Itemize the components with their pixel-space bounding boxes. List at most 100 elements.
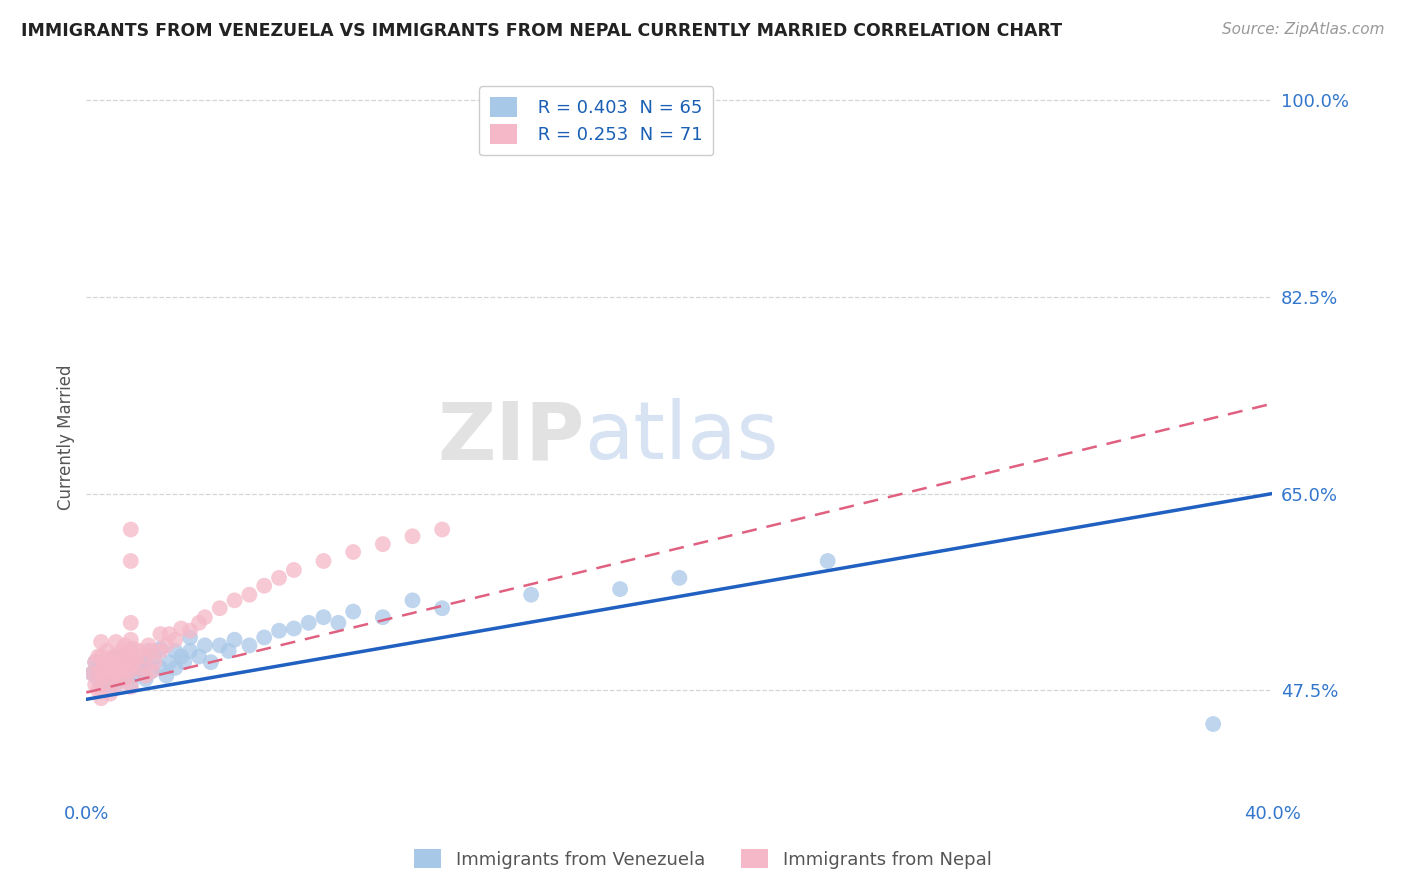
Point	[135, 669, 157, 683]
Point	[128, 655, 150, 669]
Point	[135, 649, 157, 664]
Point	[104, 661, 127, 675]
Point	[165, 632, 187, 647]
Point	[98, 687, 121, 701]
Point	[342, 545, 364, 559]
Point	[101, 666, 124, 681]
Point	[90, 649, 112, 664]
Point	[165, 661, 187, 675]
Point	[125, 649, 148, 664]
Point	[312, 610, 335, 624]
Point	[114, 661, 136, 675]
Point	[208, 638, 231, 652]
Point	[120, 649, 142, 664]
Point	[96, 661, 118, 675]
Point	[135, 655, 157, 669]
Point	[104, 649, 127, 664]
Point	[149, 627, 172, 641]
Point	[1202, 717, 1225, 731]
Point	[165, 644, 187, 658]
Point	[96, 655, 118, 669]
Legend:  R = 0.403  N = 65,  R = 0.253  N = 71: R = 0.403 N = 65, R = 0.253 N = 71	[479, 87, 713, 155]
Point	[90, 635, 112, 649]
Point	[224, 593, 246, 607]
Point	[179, 644, 201, 658]
Point	[93, 669, 115, 683]
Point	[93, 661, 115, 675]
Point	[128, 644, 150, 658]
Point	[104, 678, 127, 692]
Point	[298, 615, 321, 630]
Point	[87, 672, 110, 686]
Point	[111, 661, 134, 675]
Point	[238, 638, 260, 652]
Point	[170, 622, 193, 636]
Point	[98, 680, 121, 694]
Point	[430, 601, 453, 615]
Point	[173, 655, 195, 669]
Point	[108, 655, 131, 669]
Point	[104, 649, 127, 664]
Point	[87, 649, 110, 664]
Point	[208, 601, 231, 615]
Point	[157, 655, 180, 669]
Point	[143, 655, 166, 669]
Point	[82, 666, 104, 681]
Point	[135, 672, 157, 686]
Point	[98, 672, 121, 686]
Legend: Immigrants from Venezuela, Immigrants from Nepal: Immigrants from Venezuela, Immigrants fr…	[408, 841, 998, 876]
Point	[82, 666, 104, 681]
Point	[520, 588, 543, 602]
Point	[114, 672, 136, 686]
Point	[401, 593, 423, 607]
Point	[87, 683, 110, 698]
Point	[90, 691, 112, 706]
Point	[342, 605, 364, 619]
Point	[101, 649, 124, 664]
Point	[149, 661, 172, 675]
Point	[128, 661, 150, 675]
Point	[122, 641, 145, 656]
Point	[283, 622, 305, 636]
Point	[188, 649, 211, 664]
Point	[84, 678, 107, 692]
Point	[131, 664, 153, 678]
Point	[114, 649, 136, 664]
Point	[90, 664, 112, 678]
Point	[108, 666, 131, 681]
Point	[122, 669, 145, 683]
Point	[120, 678, 142, 692]
Point	[98, 664, 121, 678]
Point	[371, 537, 394, 551]
Point	[157, 627, 180, 641]
Point	[87, 661, 110, 675]
Point	[120, 661, 142, 675]
Point	[430, 523, 453, 537]
Point	[125, 661, 148, 675]
Point	[194, 638, 217, 652]
Point	[253, 631, 276, 645]
Point	[170, 649, 193, 664]
Point	[120, 680, 142, 694]
Point	[224, 632, 246, 647]
Point	[312, 554, 335, 568]
Point	[117, 664, 139, 678]
Point	[101, 669, 124, 683]
Point	[267, 624, 290, 638]
Point	[179, 631, 201, 645]
Point	[194, 610, 217, 624]
Point	[143, 649, 166, 664]
Point	[141, 644, 163, 658]
Point	[371, 610, 394, 624]
Point	[149, 641, 172, 656]
Point	[817, 554, 839, 568]
Point	[114, 638, 136, 652]
Point	[117, 666, 139, 681]
Point	[120, 644, 142, 658]
Point	[120, 664, 142, 678]
Point	[609, 582, 631, 596]
Point	[200, 655, 222, 669]
Text: atlas: atlas	[585, 399, 779, 476]
Point	[84, 655, 107, 669]
Point	[90, 678, 112, 692]
